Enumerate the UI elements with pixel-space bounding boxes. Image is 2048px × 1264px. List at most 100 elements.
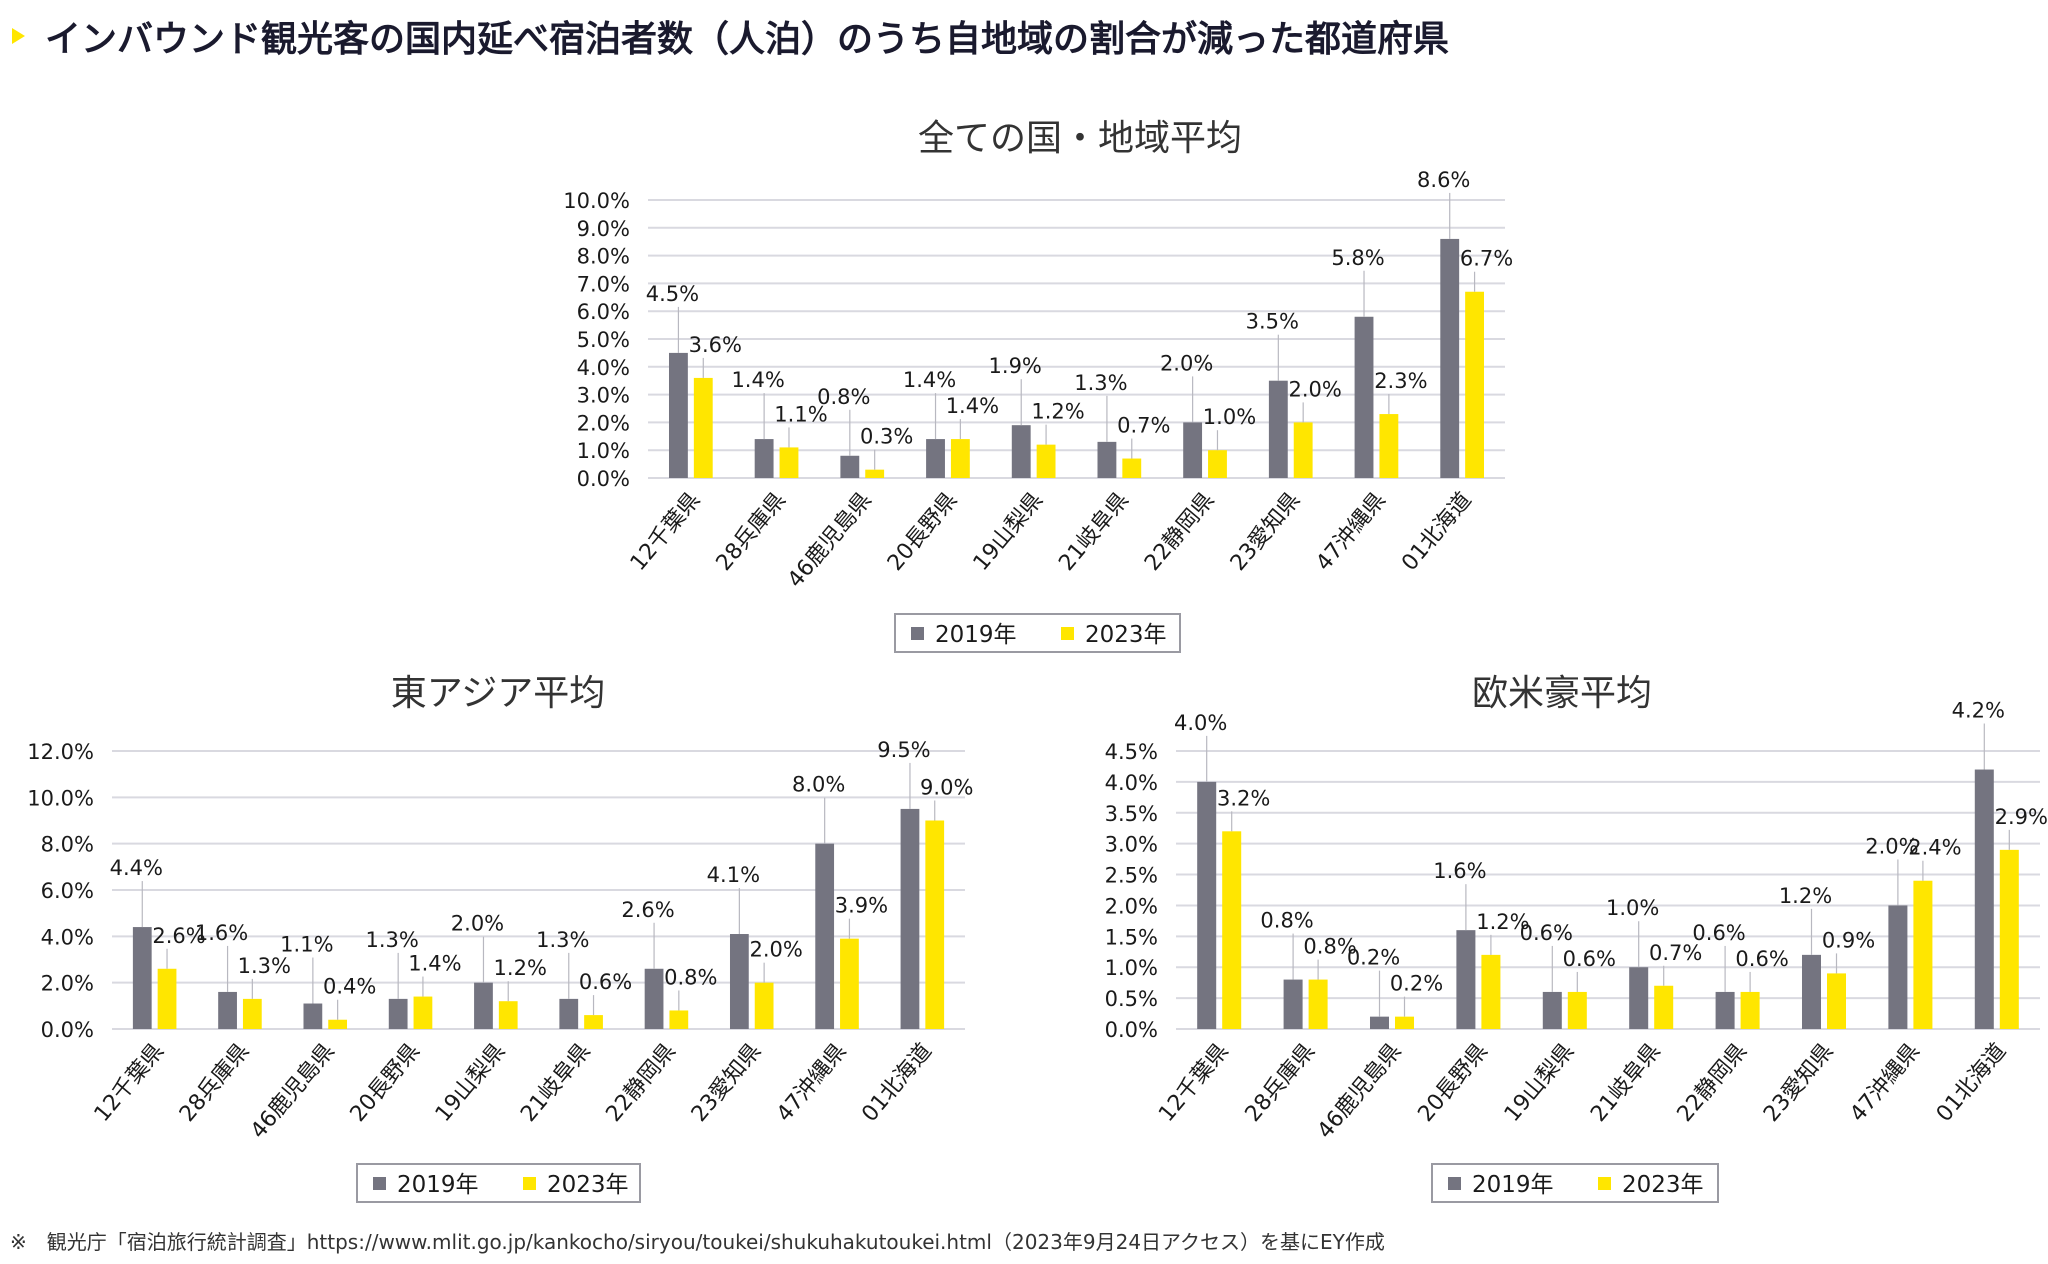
x-category-label: 47沖縄県 xyxy=(1845,1039,1925,1127)
x-category-label: 20長野県 xyxy=(346,1039,426,1127)
x-category-label: 12千葉県 xyxy=(1154,1039,1234,1127)
data-label: 1.0% xyxy=(1203,405,1256,429)
x-category-label: 28兵庫県 xyxy=(1241,1039,1321,1127)
bar-2023 xyxy=(925,820,945,1029)
bar-2019 xyxy=(559,998,579,1029)
bar-2019 xyxy=(474,982,493,1029)
legend-label: 2019年 xyxy=(1472,1172,1554,1198)
bar-2023 xyxy=(950,439,970,478)
x-category-label: 21岐阜県 xyxy=(1054,488,1134,576)
legend-swatch-2023 xyxy=(1061,627,1074,640)
y-tick-label: 3.5% xyxy=(1105,802,1158,826)
bar-2023 xyxy=(498,1001,518,1029)
data-label: 1.6% xyxy=(195,921,248,945)
data-label: 2.0% xyxy=(1865,834,1918,858)
x-category-label: 47沖縄県 xyxy=(1311,488,1391,576)
data-label: 2.9% xyxy=(1995,805,2048,829)
bar-2023 xyxy=(1740,991,1760,1029)
y-tick-label: 1.0% xyxy=(1105,956,1158,980)
x-category-label: 20長野県 xyxy=(1413,1039,1493,1127)
data-label: 2.0% xyxy=(1160,351,1213,375)
y-tick-label: 1.5% xyxy=(1105,925,1158,949)
x-category-label: 47沖縄県 xyxy=(772,1039,852,1127)
bullet-triangle-icon xyxy=(12,28,25,44)
data-label: 4.0% xyxy=(1174,711,1227,735)
legend-swatch-2019 xyxy=(911,627,924,640)
bar-2019 xyxy=(1715,991,1735,1029)
bar-2019 xyxy=(815,843,835,1029)
chart-all: 全ての国・地域平均 0.0% 1.0% 2.0% 3.0% 4.0% 5.0% 6.0% 7.0… xyxy=(563,118,1513,653)
x-category-label: 23愛知県 xyxy=(687,1039,767,1127)
bar-2023 xyxy=(1395,1016,1415,1029)
data-label: 2.0% xyxy=(749,938,802,962)
data-label: 1.3% xyxy=(1074,371,1127,395)
y-tick-label: 8.0% xyxy=(41,833,94,857)
page-title: インバウンド観光客の国内延べ宿泊者数（人泊）のうち自地域の割合が減った都道府県 xyxy=(12,12,1449,60)
page-title-text: インバウンド観光客の国内延べ宿泊者数（人泊）のうち自地域の割合が減った都道府県 xyxy=(45,19,1450,60)
x-category-label: 12千葉県 xyxy=(90,1039,170,1127)
bar-2019 xyxy=(1440,238,1460,478)
data-label: 1.9% xyxy=(989,354,1042,378)
chart-east_asia: 東アジア平均 0.0% 2.0% 4.0% 6.0% 8.0% 10.0% 12.0% 4.4%… xyxy=(27,673,973,1203)
bar-2023 xyxy=(242,998,262,1029)
bar-2023 xyxy=(1999,849,2019,1029)
data-label: 0.8% xyxy=(817,385,870,409)
y-tick-label: 0.5% xyxy=(1105,987,1158,1011)
y-tick-label: 5.0% xyxy=(577,328,630,352)
y-tick-label: 2.0% xyxy=(577,411,630,435)
y-tick-label: 12.0% xyxy=(27,740,94,764)
chart-title: 東アジア平均 xyxy=(391,673,606,714)
data-label: 0.2% xyxy=(1390,972,1443,996)
x-category-label: 23愛知県 xyxy=(1226,488,1306,576)
y-tick-label: 3.0% xyxy=(1105,833,1158,857)
bar-2023 xyxy=(693,377,713,478)
bar-2023 xyxy=(328,1019,348,1029)
y-tick-label: 0.0% xyxy=(577,467,630,491)
data-label: 4.1% xyxy=(707,863,760,887)
x-category-label: 46鹿児島県 xyxy=(1313,1039,1407,1144)
x-category-label: 22静岡県 xyxy=(601,1039,681,1127)
bar-2019 xyxy=(644,968,664,1029)
data-label: 0.8% xyxy=(1260,909,1313,933)
data-label: 1.2% xyxy=(1779,884,1832,908)
bar-2023 xyxy=(1465,291,1485,478)
data-label: 0.7% xyxy=(1649,941,1702,965)
bar-2019 xyxy=(388,998,408,1029)
data-label: 2.6% xyxy=(152,924,205,948)
data-label: 9.5% xyxy=(877,738,930,762)
data-label: 9.0% xyxy=(920,776,973,800)
data-label: 1.0% xyxy=(1606,896,1659,920)
data-label: 3.6% xyxy=(689,333,742,357)
legend-box xyxy=(894,613,1181,653)
bar-2019 xyxy=(900,808,920,1029)
x-category-label: 28兵庫県 xyxy=(175,1039,255,1127)
bar-2019 xyxy=(303,1003,323,1029)
y-tick-label: 3.0% xyxy=(577,384,630,408)
data-label: 8.0% xyxy=(792,773,845,797)
data-label: 1.2% xyxy=(1031,400,1084,424)
data-label: 1.2% xyxy=(1476,910,1529,934)
data-label: 1.2% xyxy=(494,956,547,980)
data-label: 0.6% xyxy=(579,970,632,994)
x-category-label: 22静岡県 xyxy=(1140,488,1220,576)
data-label: 8.6% xyxy=(1417,168,1470,192)
data-label: 3.5% xyxy=(1246,310,1299,334)
y-tick-label: 4.0% xyxy=(577,356,630,380)
x-category-label: 19山梨県 xyxy=(431,1039,511,1127)
legend-label: 2023年 xyxy=(547,1172,629,1198)
bar-2019 xyxy=(1456,930,1476,1029)
data-label: 1.3% xyxy=(365,928,418,952)
data-label: 0.8% xyxy=(664,965,717,989)
data-label: 1.4% xyxy=(731,368,784,392)
y-tick-label: 1.0% xyxy=(577,439,630,463)
bar-2019 xyxy=(132,927,152,1029)
legend-label: 2023年 xyxy=(1085,622,1167,648)
x-category-label: 19山梨県 xyxy=(1500,1039,1580,1127)
bar-2023 xyxy=(669,1010,689,1029)
legend-label: 2019年 xyxy=(935,622,1017,648)
chart-title: 全ての国・地域平均 xyxy=(918,118,1242,159)
x-category-label: 46鹿児島県 xyxy=(246,1039,340,1144)
bar-2023 xyxy=(1913,880,1933,1029)
bar-2023 xyxy=(754,982,774,1029)
